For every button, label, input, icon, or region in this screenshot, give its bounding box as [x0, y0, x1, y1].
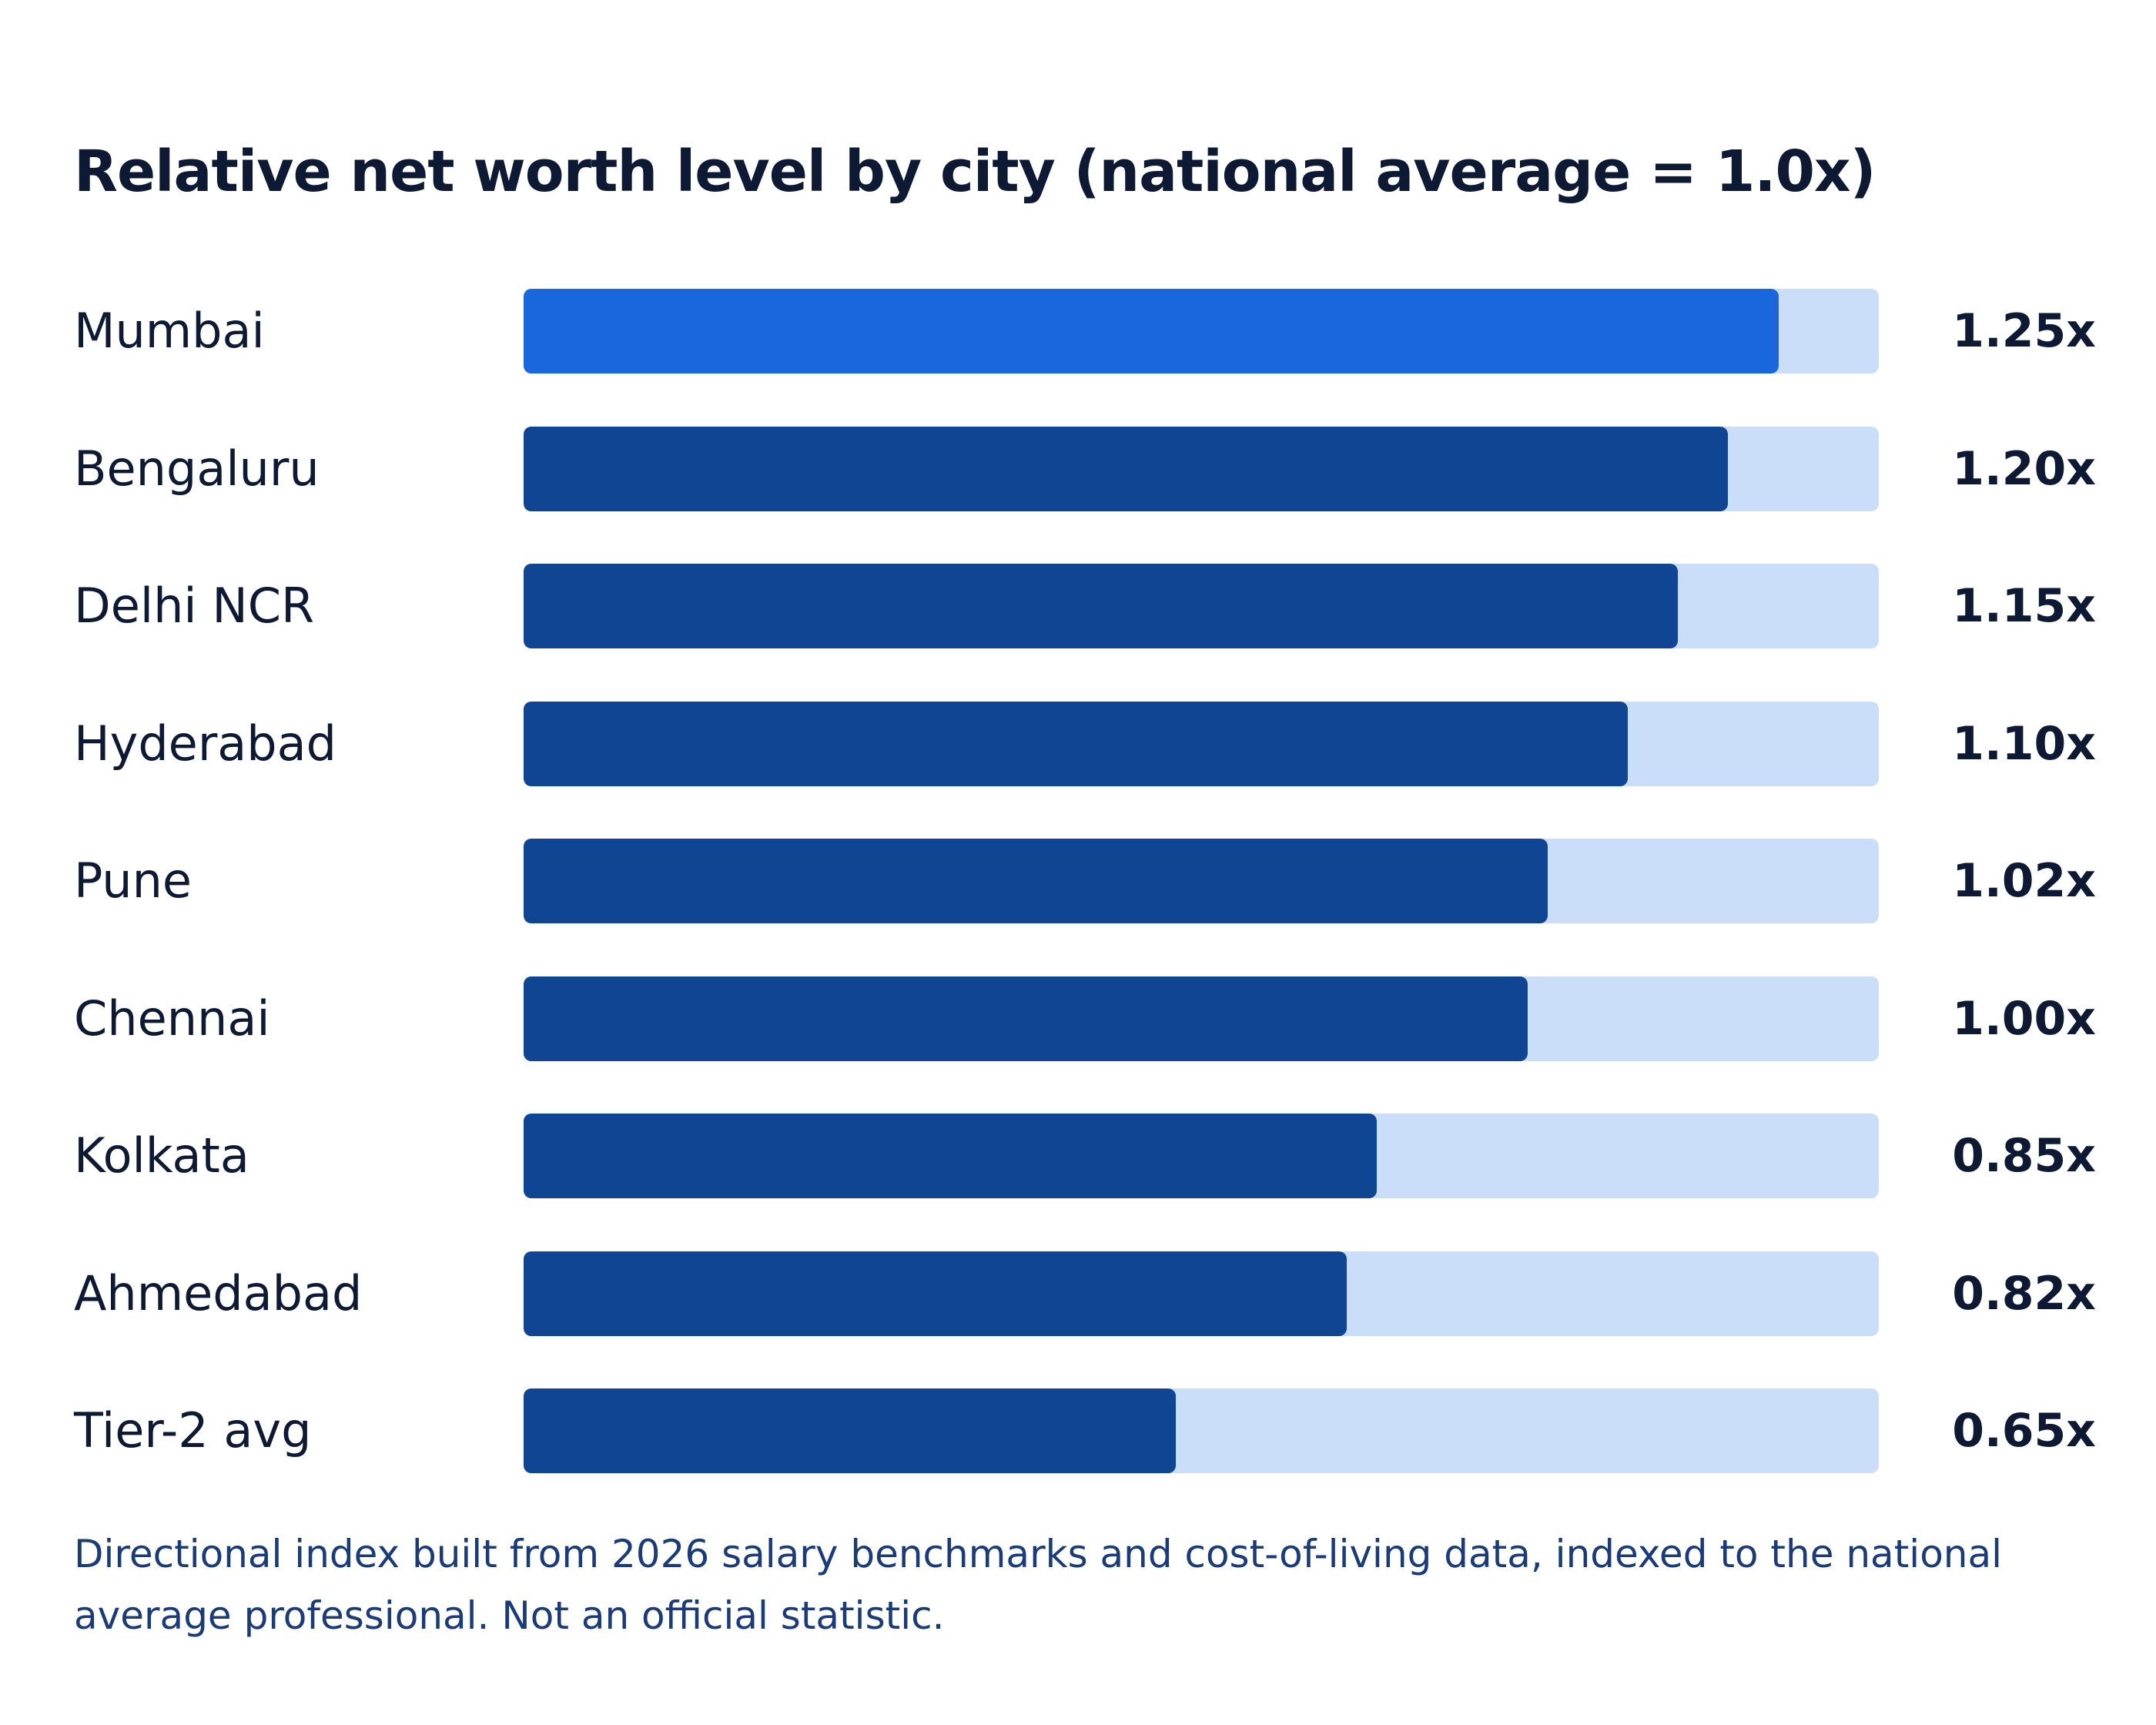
value-label-ahmedabad: 0.82x	[1952, 1267, 2096, 1321]
bar-track-kolkata	[524, 1114, 1879, 1198]
category-label-tier-2-avg: Tier-2 avg	[74, 1402, 312, 1459]
category-label-pune: Pune	[74, 852, 192, 909]
bar-bengaluru	[524, 427, 1728, 511]
value-label-delhi-ncr: 1.15x	[1952, 579, 2096, 633]
value-label-tier-2-avg: 0.65x	[1952, 1404, 2096, 1458]
bar-track-pune	[524, 839, 1879, 923]
bar-tier-2-avg	[524, 1388, 1176, 1473]
bar-kolkata	[524, 1114, 1377, 1198]
bar-ahmedabad	[524, 1251, 1347, 1336]
bar-track-tier-2-avg	[524, 1388, 1879, 1473]
category-label-bengaluru: Bengaluru	[74, 440, 320, 497]
category-label-mumbai: Mumbai	[74, 303, 265, 359]
value-label-kolkata: 0.85x	[1952, 1129, 2096, 1183]
category-label-ahmedabad: Ahmedabad	[74, 1265, 363, 1321]
value-label-bengaluru: 1.20x	[1952, 442, 2096, 496]
category-label-hyderabad: Hyderabad	[74, 715, 336, 772]
bar-track-chennai	[524, 976, 1879, 1061]
bar-track-ahmedabad	[524, 1251, 1879, 1336]
value-label-hyderabad: 1.10x	[1952, 717, 2096, 771]
chart-title: Relative net worth level by city (nation…	[74, 139, 1876, 205]
bar-mumbai	[524, 289, 1779, 373]
value-label-chennai: 1.00x	[1952, 992, 2096, 1046]
bar-track-bengaluru	[524, 427, 1879, 511]
value-label-pune: 1.02x	[1952, 854, 2096, 908]
bar-track-mumbai	[524, 289, 1879, 373]
value-label-mumbai: 1.25x	[1952, 304, 2096, 358]
bar-hyderabad	[524, 702, 1628, 786]
bar-track-delhi-ncr	[524, 564, 1879, 648]
category-label-delhi-ncr: Delhi NCR	[74, 578, 315, 634]
bar-delhi-ncr	[524, 564, 1678, 648]
bar-track-hyderabad	[524, 702, 1879, 786]
category-label-kolkata: Kolkata	[74, 1127, 249, 1184]
chart-footnote: Directional index built from 2026 salary…	[74, 1532, 2003, 1638]
bar-pune	[524, 839, 1548, 923]
category-label-chennai: Chennai	[74, 990, 270, 1047]
bar-chennai	[524, 976, 1528, 1061]
